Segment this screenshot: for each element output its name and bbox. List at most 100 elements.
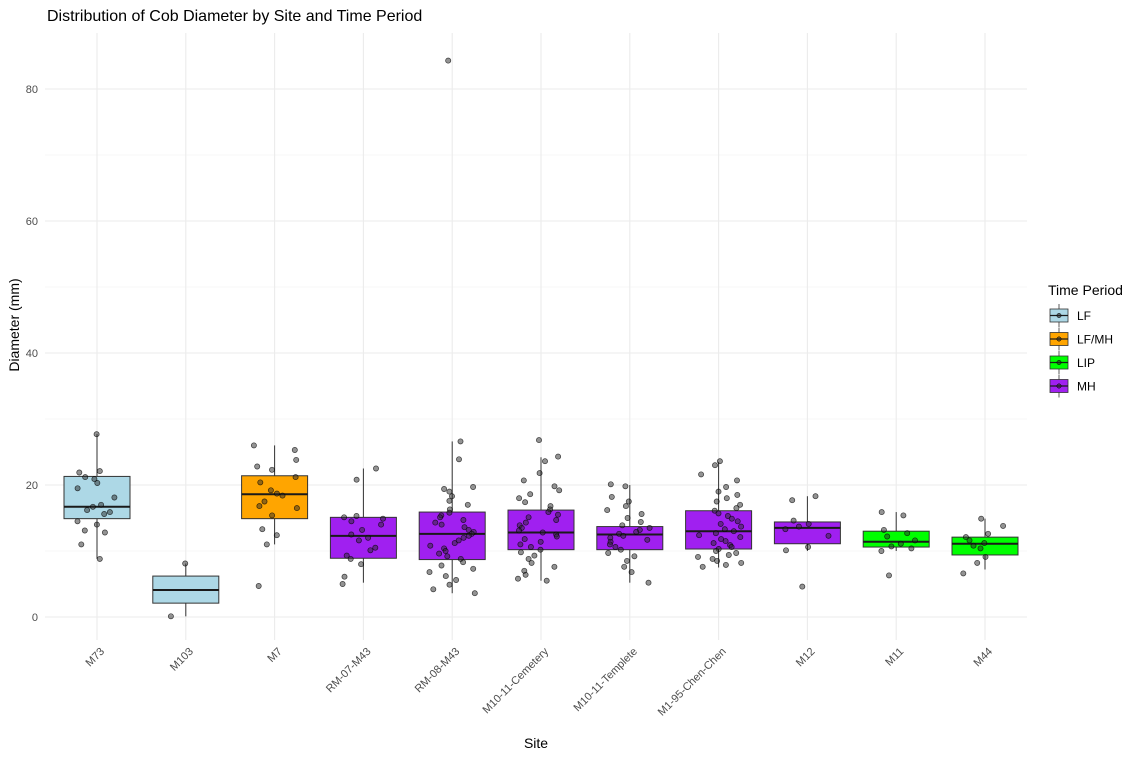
data-point bbox=[555, 453, 562, 460]
data-point bbox=[737, 501, 744, 508]
data-point bbox=[728, 544, 735, 550]
data-point bbox=[551, 483, 558, 490]
data-point bbox=[516, 495, 523, 502]
data-point bbox=[528, 559, 535, 566]
data-point bbox=[465, 526, 472, 533]
data-point bbox=[724, 513, 731, 519]
data-point bbox=[539, 529, 546, 536]
data-point bbox=[795, 523, 802, 530]
data-point bbox=[341, 514, 348, 521]
data-point bbox=[799, 583, 806, 590]
data-point bbox=[96, 555, 103, 562]
data-point bbox=[722, 561, 729, 568]
data-point bbox=[343, 552, 350, 559]
box-body bbox=[329, 516, 397, 559]
data-point bbox=[985, 530, 992, 537]
data-point bbox=[438, 562, 445, 569]
data-point bbox=[358, 561, 365, 568]
data-point bbox=[638, 511, 645, 517]
data-point bbox=[259, 526, 266, 533]
data-point bbox=[267, 487, 274, 494]
data-point bbox=[622, 483, 629, 490]
data-point bbox=[353, 476, 360, 483]
data-point bbox=[438, 521, 445, 528]
data-point bbox=[82, 474, 89, 481]
data-point bbox=[339, 581, 346, 587]
data-point bbox=[250, 442, 257, 449]
data-point bbox=[456, 456, 462, 463]
x-tick-label: M73 bbox=[83, 646, 107, 670]
data-point bbox=[545, 509, 552, 516]
box-m103 bbox=[152, 563, 220, 617]
data-point bbox=[93, 521, 100, 528]
data-point bbox=[101, 511, 108, 517]
data-point bbox=[84, 507, 91, 514]
data-point bbox=[790, 517, 797, 524]
data-point bbox=[430, 586, 437, 593]
data-point bbox=[715, 488, 722, 495]
data-point bbox=[444, 553, 451, 560]
data-point bbox=[908, 545, 915, 552]
data-point bbox=[520, 477, 527, 484]
data-point bbox=[962, 534, 969, 541]
data-point bbox=[446, 581, 453, 588]
data-point bbox=[607, 481, 614, 488]
x-tick-label: M10-11-Cemetery bbox=[481, 645, 552, 716]
data-point bbox=[531, 552, 538, 559]
data-point bbox=[449, 493, 455, 500]
data-point bbox=[293, 456, 300, 463]
data-point bbox=[537, 538, 544, 545]
data-point bbox=[734, 477, 740, 484]
x-tick-label: RM-08-M43 bbox=[413, 646, 463, 696]
legend-label: LF/MH bbox=[1077, 333, 1113, 347]
data-point bbox=[621, 563, 628, 570]
data-point bbox=[878, 548, 885, 554]
y-axis: 0 20 40 60 80 bbox=[26, 84, 38, 624]
data-point bbox=[730, 528, 737, 535]
data-point bbox=[644, 536, 651, 543]
data-point bbox=[789, 497, 796, 504]
data-point bbox=[263, 541, 270, 548]
data-point bbox=[960, 570, 967, 577]
data-point bbox=[453, 577, 460, 583]
data-point bbox=[436, 550, 443, 557]
data-point bbox=[723, 495, 730, 502]
data-point bbox=[446, 497, 453, 504]
data-point bbox=[111, 494, 118, 501]
data-point bbox=[101, 529, 108, 536]
x-tick-label: M10-11-Templete bbox=[571, 646, 639, 714]
data-point bbox=[427, 542, 434, 549]
data-point bbox=[537, 546, 544, 553]
data-point bbox=[624, 515, 631, 521]
data-point bbox=[269, 466, 275, 473]
data-point bbox=[517, 541, 524, 548]
box-body bbox=[862, 530, 930, 548]
x-tick-label: RM-07-M43 bbox=[324, 646, 374, 696]
box-rm-08-m43 bbox=[418, 441, 486, 594]
data-point bbox=[715, 510, 722, 517]
data-point bbox=[254, 463, 261, 470]
data-point bbox=[273, 490, 280, 497]
data-point bbox=[380, 515, 386, 522]
data-point bbox=[522, 519, 529, 526]
data-point bbox=[365, 534, 372, 541]
data-point bbox=[515, 575, 521, 582]
data-point bbox=[446, 488, 453, 495]
data-point bbox=[261, 498, 268, 505]
x-tick-label: M7 bbox=[265, 646, 284, 665]
data-point bbox=[74, 518, 81, 525]
box-body bbox=[685, 510, 753, 550]
data-point bbox=[604, 507, 611, 514]
data-point bbox=[1000, 522, 1007, 529]
legend-key-point bbox=[1056, 313, 1062, 318]
data-point bbox=[94, 480, 101, 486]
box-rm-07-m43 bbox=[329, 468, 397, 583]
legend-key-point bbox=[1056, 336, 1062, 342]
data-point bbox=[367, 547, 374, 554]
data-point bbox=[536, 437, 542, 444]
box-body bbox=[418, 511, 486, 561]
data-point bbox=[608, 493, 615, 500]
data-point bbox=[878, 509, 885, 516]
data-point bbox=[712, 530, 719, 537]
